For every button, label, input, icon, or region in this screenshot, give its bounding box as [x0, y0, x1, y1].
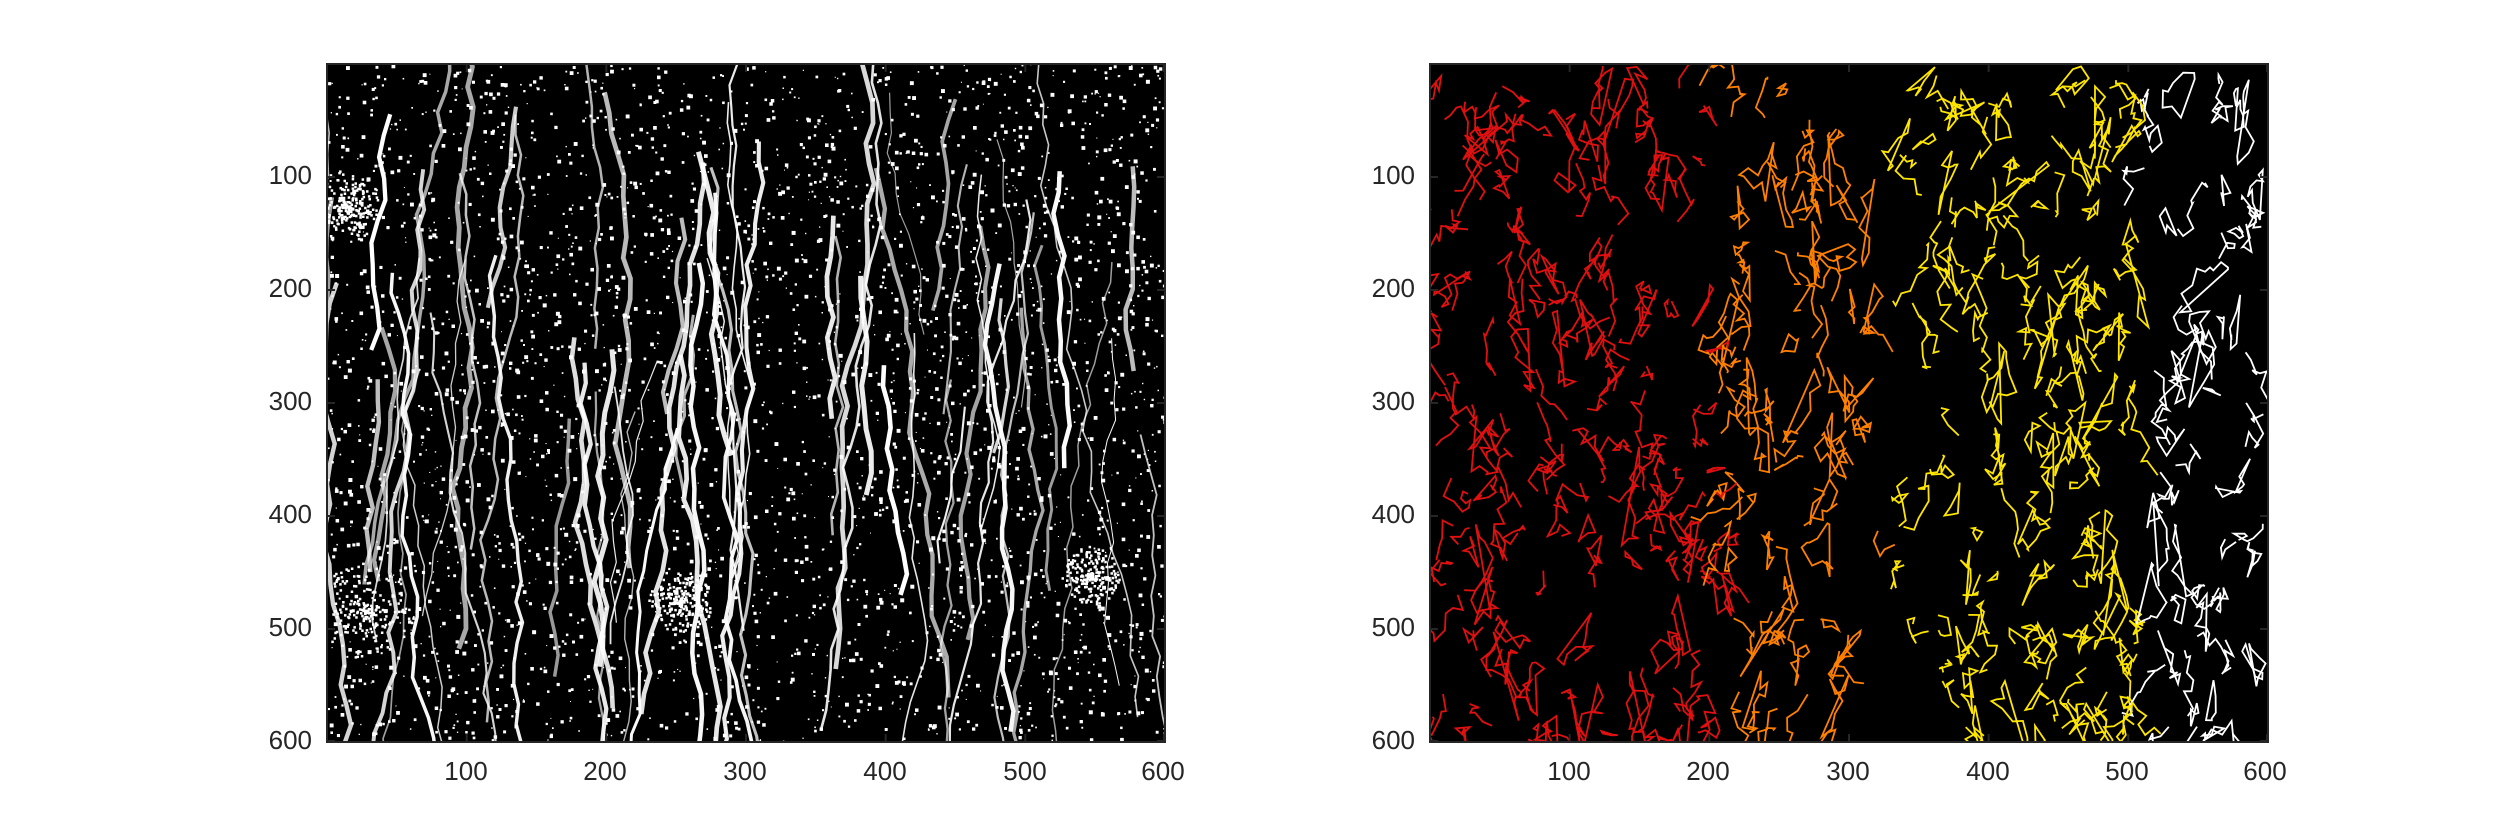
panel-left: 100 200 300 400 500 600 100 200 300 400 …	[269, 63, 1185, 786]
left-y-tick: 600	[269, 725, 312, 755]
right-y-tick: 100	[1372, 160, 1415, 190]
right-y-tick: 600	[1372, 725, 1415, 755]
right-x-tick: 500	[2105, 756, 2148, 786]
left-x-tick: 600	[1141, 756, 1184, 786]
right-tick-marks	[1430, 64, 2268, 742]
right-x-tick: 100	[1547, 756, 1590, 786]
right-y-tick: 300	[1372, 386, 1415, 416]
right-y-tick-labels: 100 200 300 400 500 600	[1372, 160, 1415, 755]
right-x-tick: 600	[2243, 756, 2286, 786]
right-y-tick: 200	[1372, 273, 1415, 303]
left-y-tick-labels: 100 200 300 400 500 600	[269, 160, 312, 755]
left-y-tick: 400	[269, 499, 312, 529]
right-x-tick: 300	[1826, 756, 1869, 786]
right-y-tick: 500	[1372, 612, 1415, 642]
left-binary-image	[327, 64, 1165, 742]
left-y-tick: 100	[269, 160, 312, 190]
left-y-tick: 200	[269, 273, 312, 303]
right-edge-map	[1430, 64, 2268, 742]
right-x-tick-labels: 100 200 300 400 500 600	[1547, 756, 2286, 786]
left-tick-marks	[327, 64, 1165, 742]
left-x-tick-labels: 100 200 300 400 500 600	[444, 756, 1184, 786]
panel-right: 100 200 300 400 500 600 100 200 300 400 …	[1372, 63, 2287, 786]
right-x-tick: 400	[1966, 756, 2009, 786]
left-x-tick: 300	[723, 756, 766, 786]
left-x-tick: 500	[1003, 756, 1046, 786]
left-y-tick: 300	[269, 386, 312, 416]
left-x-tick: 100	[444, 756, 487, 786]
left-x-tick: 200	[583, 756, 626, 786]
left-x-tick: 400	[863, 756, 906, 786]
left-y-tick: 500	[269, 612, 312, 642]
right-x-tick: 200	[1686, 756, 1729, 786]
right-y-tick: 400	[1372, 499, 1415, 529]
